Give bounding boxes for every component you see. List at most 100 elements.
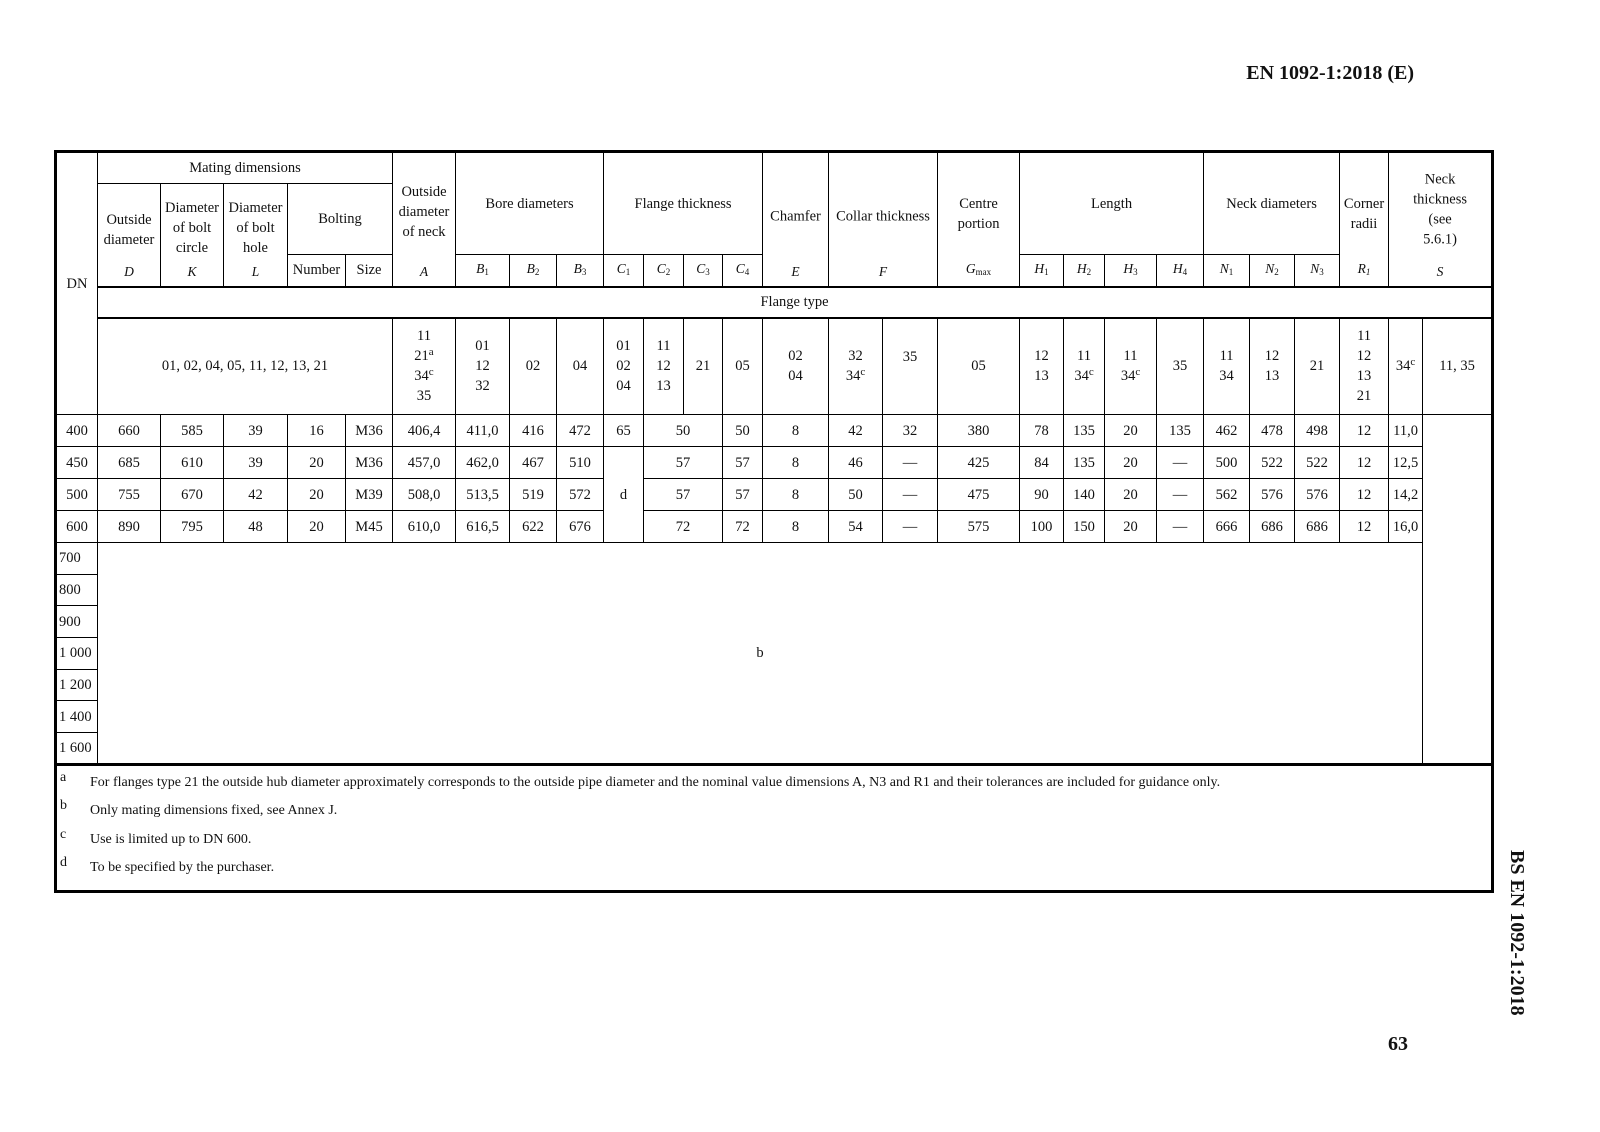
- flange-type-c3: 21: [683, 317, 724, 415]
- cell-a: 457,0: [392, 446, 456, 479]
- bolt-hole-header: Diameter of bolt hole L: [223, 183, 288, 287]
- cell-h3: 20: [1104, 446, 1158, 479]
- table-row: 700 b: [55, 542, 1493, 765]
- cell-g: 575: [937, 510, 1021, 543]
- cell-n3: 576: [1294, 478, 1341, 511]
- cell-e: 8: [762, 510, 830, 543]
- flange-type-mating: 01, 02, 04, 05, 11, 12, 13, 21: [97, 317, 393, 415]
- cell-b1: 462,0: [455, 446, 510, 479]
- cell-h1: 78: [1019, 414, 1065, 447]
- dn-cell: 1 400: [55, 700, 98, 734]
- flange-type-g: 05: [937, 317, 1021, 415]
- cell-size: M36: [345, 446, 393, 479]
- flange-type-n2: 12 13: [1249, 317, 1296, 415]
- cell-size: M36: [345, 414, 393, 447]
- cell-h1: 100: [1019, 510, 1065, 543]
- length-header: Length: [1019, 151, 1205, 255]
- symbol-c2: C2: [643, 254, 685, 287]
- footnote-d: d To be specified by the purchaser.: [57, 855, 1491, 886]
- cell-a: 406,4: [392, 414, 456, 447]
- cell-c4: 72: [722, 510, 764, 543]
- size-header: Size: [345, 254, 393, 287]
- symbol-n1: N1: [1203, 254, 1251, 287]
- cell-h4: —: [1156, 478, 1205, 511]
- table-row: 1 400: [55, 700, 1493, 734]
- cell-s1: 12,5: [1388, 446, 1424, 479]
- footnote-key: a: [60, 769, 67, 785]
- cell-a: 508,0: [392, 478, 456, 511]
- cell-d: 890: [97, 510, 161, 543]
- footnote-a: a For flanges type 21 the outside hub dia…: [57, 770, 1491, 801]
- symbol-h4: H4: [1156, 254, 1205, 287]
- cell-l: 48: [223, 510, 288, 543]
- footnote-b: b Only mating dimensions fixed, see Annex…: [57, 798, 1491, 829]
- cell-h3: 20: [1104, 414, 1158, 447]
- cell-h3: 20: [1104, 478, 1158, 511]
- table-row: 1 200: [55, 668, 1493, 702]
- footnote-key: c: [60, 826, 67, 842]
- cell-f2: 32: [882, 414, 939, 447]
- cell-f1: 42: [828, 414, 884, 447]
- cell-h3: 20: [1104, 510, 1158, 543]
- cell-n2: 686: [1249, 510, 1296, 543]
- cell-d: 660: [97, 414, 161, 447]
- chamfer-header: Chamfer E: [762, 151, 830, 287]
- flange-type-c1: 01 02 04: [603, 317, 645, 415]
- flange-type-b2: 02: [509, 317, 557, 415]
- dn-cell: 400: [55, 414, 98, 447]
- cell-b3: 472: [555, 414, 605, 447]
- symbol-c4: C4: [722, 254, 764, 287]
- cell-n1: 462: [1203, 414, 1251, 447]
- cell-f1: 50: [828, 478, 884, 511]
- cell-e: 8: [762, 446, 830, 479]
- cell-n1: 666: [1203, 510, 1251, 543]
- cell-l: 39: [223, 414, 288, 447]
- flange-type-e: 02 04: [762, 317, 830, 415]
- dn-cell: 600: [55, 510, 98, 543]
- flange-type-h1: 12 13: [1019, 317, 1065, 415]
- dn-cell: 1 600: [55, 732, 98, 765]
- bolting-header: Bolting: [287, 183, 393, 255]
- cell-h1: 90: [1019, 478, 1065, 511]
- dn-header: DN: [55, 151, 98, 415]
- cell-k: 610: [160, 446, 224, 479]
- cell-f1: 46: [828, 446, 884, 479]
- flange-type-f2: 35: [882, 317, 939, 415]
- flange-type-n3: 21: [1294, 317, 1341, 415]
- neck-thickness-header: Neck thickness (see 5.6.1) S: [1388, 151, 1494, 287]
- footnote-c: c Use is limited up to DN 600.: [57, 827, 1491, 858]
- flange-type-n1: 11 34: [1203, 317, 1251, 415]
- flange-type-s2: 11, 35: [1422, 317, 1494, 415]
- cell-size: M39: [345, 478, 393, 511]
- table-row: 500 755 670 42 20 M39 508,0 513,5 519 572 57 57 8 50—…: [55, 478, 1493, 511]
- flange-type-h4: 35: [1156, 317, 1205, 415]
- page-number: 63: [1388, 1033, 1408, 1055]
- flange-type-a: 11 21a 34c 35: [392, 317, 456, 415]
- symbol-c1: C1: [603, 254, 645, 287]
- symbol-h2: H2: [1063, 254, 1106, 287]
- bore-diameters-header: Bore diameters: [454, 151, 605, 255]
- cell-number: 20: [287, 510, 346, 543]
- footnote-text: For flanges type 21 the outside hub diam…: [90, 774, 1221, 790]
- neck-diameters-header: Neck diameters: [1203, 151, 1341, 255]
- neck-outside-diameter-header: Outside diameter of neck A: [392, 151, 456, 287]
- table-row: 1 600: [55, 732, 1493, 765]
- flange-type-header: Flange type: [96, 286, 1494, 319]
- cell-k: 585: [160, 414, 224, 447]
- cell-r1: 12: [1339, 414, 1390, 447]
- footnote-text: Use is limited up to DN 600.: [90, 831, 252, 847]
- cell-number: 16: [287, 414, 346, 447]
- cell-n2: 522: [1249, 446, 1296, 479]
- footnote-key: d: [60, 855, 67, 871]
- cell-s1: 16,0: [1388, 510, 1424, 543]
- footnotes: a For flanges type 21 the outside hub dia…: [54, 762, 1494, 892]
- cell-size: M45: [345, 510, 393, 543]
- cell-n1: 500: [1203, 446, 1251, 479]
- dn-cell: 500: [55, 478, 98, 511]
- cell-s1: 14,2: [1388, 478, 1424, 511]
- side-label: BS EN 1092-1:2018: [1506, 850, 1528, 1016]
- table-row: 600 890 795 48 20 M45 610,0 616,5 622 676 72 72 8 54—…: [55, 510, 1493, 543]
- cell-c4: 57: [722, 446, 764, 479]
- flange-type-r1: 11 12 13 21: [1339, 317, 1390, 415]
- cell-e: 8: [762, 478, 830, 511]
